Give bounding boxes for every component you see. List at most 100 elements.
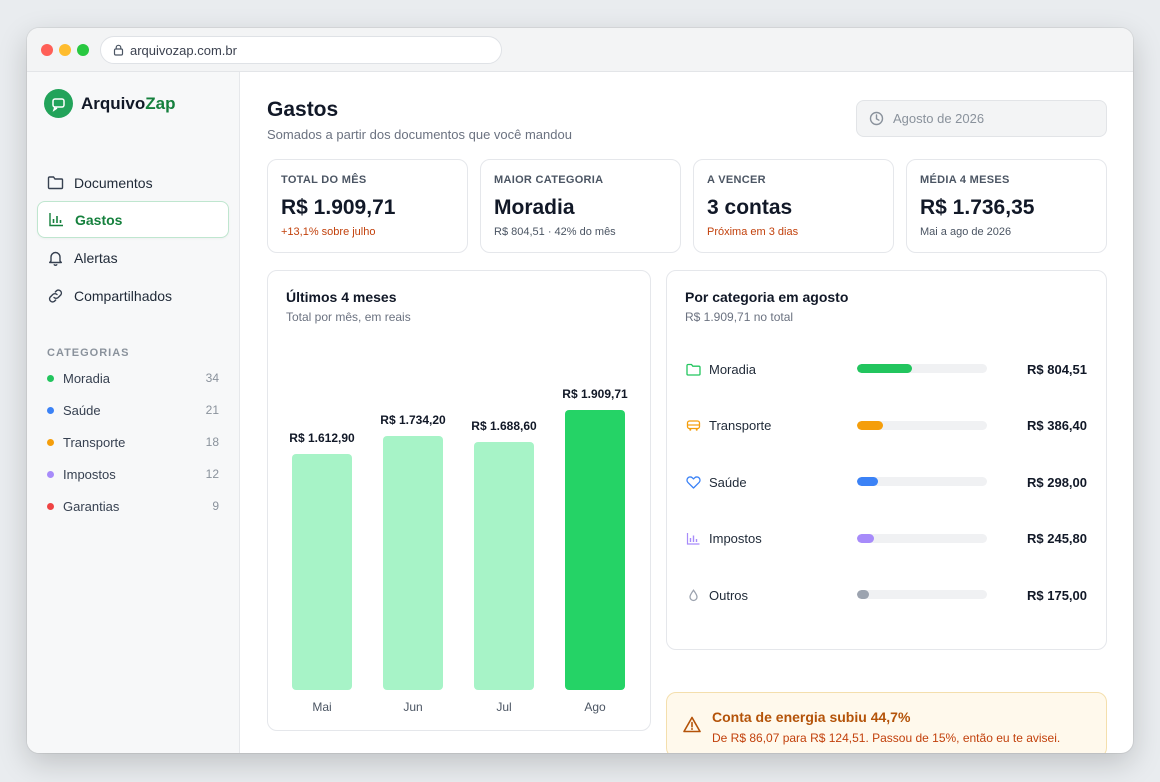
category-item-transporte[interactable]: Transporte 18 — [47, 432, 219, 452]
bell-icon — [49, 251, 62, 266]
kpi-top-category-card[interactable]: MAIOR CATEGORIA Moradia R$ 804,51 · 42% do… — [480, 159, 681, 253]
alert-title: Conta de energia subiu 44,7% — [712, 709, 911, 725]
warning-icon — [683, 716, 701, 733]
category-row-label: Outros — [709, 587, 749, 603]
kpi-avg-4-months-card[interactable]: MÉDIA 4 MESES R$ 1.736,35 Mai a ago de 202… — [906, 159, 1107, 253]
bar-jul[interactable] — [474, 442, 534, 690]
categories-heading: CATEGORIAS — [47, 347, 130, 359]
close-window-button[interactable] — [41, 44, 53, 56]
drop-icon — [685, 587, 701, 603]
nav-item-documentos[interactable]: Documentos — [37, 164, 229, 201]
category-label: Transporte — [63, 434, 126, 450]
category-item-moradia[interactable]: Moradia 34 — [47, 368, 219, 388]
category-row-moradia[interactable]: Moradia R$ 804,51 — [685, 359, 1087, 379]
category-row-label: Impostos — [709, 531, 762, 546]
kpi-total-month-card[interactable]: TOTAL DO MÊS R$ 1.909,71 +13,1% sobre julh… — [267, 159, 468, 253]
category-row-impostos[interactable]: Impostos R$ 245,80 — [685, 529, 1087, 549]
category-row-label: Saúde — [709, 474, 747, 490]
category-progress-track — [857, 590, 987, 599]
category-item-garantias[interactable]: Garantias 9 — [47, 496, 219, 516]
kpi-value: 3 contas — [707, 196, 793, 219]
category-row-amount: R$ 298,00 — [1027, 474, 1087, 490]
category-row-amount: R$ 804,51 — [1027, 361, 1087, 377]
nav-item-label: Gastos — [75, 211, 123, 228]
month-picker[interactable]: Agosto de 2026 — [856, 100, 1107, 137]
minimize-window-button[interactable] — [59, 44, 71, 56]
kpi-value: Moradia — [494, 196, 575, 219]
category-count: 34 — [205, 371, 219, 385]
x-axis-tick-label: Ago — [584, 700, 606, 714]
category-row-label: Transporte — [709, 418, 772, 433]
bar-value-label: R$ 1.909,71 — [562, 387, 628, 401]
kpi-due-bills-card[interactable]: A VENCER 3 contas Próxima em 3 dias — [693, 159, 894, 253]
brand[interactable]: ArquivoZap — [44, 89, 175, 118]
category-label: Garantias — [63, 498, 120, 514]
x-axis-tick-label: Jul — [496, 700, 512, 714]
nav-item-label: Documentos — [74, 174, 153, 191]
bar-value-label: R$ 1.734,20 — [380, 413, 446, 427]
category-count: 21 — [205, 403, 219, 417]
category-progress-track — [857, 364, 987, 373]
category-count: 12 — [205, 467, 219, 481]
category-progress-fill — [857, 533, 874, 543]
category-progress-fill — [857, 364, 912, 373]
category-row-label: Moradia — [709, 361, 756, 377]
category-progress-fill — [857, 477, 878, 486]
browser-window: arquivozap.com.br ArquivoZap Documentos … — [27, 28, 1133, 753]
category-progress-fill — [857, 590, 869, 599]
category-item-impostos[interactable]: Impostos 12 — [47, 464, 219, 484]
category-label: Moradia — [63, 370, 110, 386]
main-content: Gastos Somados a partir dos documentos q… — [241, 72, 1133, 753]
bar-chart-icon — [685, 531, 701, 547]
brand-name-main: Arquivo — [81, 93, 146, 113]
brand-name-accent: Zap — [145, 93, 176, 113]
category-row-amount: R$ 175,00 — [1027, 587, 1087, 603]
category-dot-icon — [47, 438, 54, 446]
bar-value-label: R$ 1.612,90 — [289, 431, 355, 445]
category-row-saude[interactable]: Saúde R$ 298,00 — [685, 472, 1087, 492]
category-dot-icon — [47, 470, 54, 478]
nav-item-alertas[interactable]: Alertas — [37, 239, 229, 276]
nav-item-label: Compartilhados — [74, 287, 173, 304]
nav-item-label: Alertas — [74, 249, 118, 266]
category-progress-track — [857, 477, 987, 486]
kpi-subtext: Próxima em 3 dias — [707, 226, 799, 238]
monthly-chart-title: Últimos 4 meses — [286, 289, 397, 305]
heart-icon — [685, 474, 701, 490]
brand-name: ArquivoZap — [81, 94, 175, 114]
chat-bubble-logo-icon — [44, 89, 73, 118]
nav-item-gastos[interactable]: Gastos — [37, 201, 229, 238]
category-progress-track — [857, 533, 987, 543]
monthly-chart-card: Últimos 4 meses Total por mês, em reais … — [267, 270, 651, 731]
link-icon — [48, 288, 63, 303]
kpi-value: R$ 1.909,71 — [281, 196, 396, 219]
bar-jun[interactable] — [383, 436, 443, 690]
category-row-transporte[interactable]: Transporte R$ 386,40 — [685, 416, 1087, 436]
lock-icon — [113, 44, 124, 56]
bar-mai[interactable] — [292, 454, 352, 690]
alert-text: De R$ 86,07 para R$ 124,51. Passou de 15… — [712, 731, 1061, 745]
bus-icon — [685, 418, 701, 434]
category-dot-icon — [47, 406, 54, 414]
clock-icon — [869, 111, 884, 126]
bar-ago[interactable] — [565, 410, 625, 690]
category-item-saude[interactable]: Saúde 21 — [47, 400, 219, 420]
kpi-label: TOTAL DO MÊS — [281, 174, 367, 186]
kpi-subtext: +13,1% sobre julho — [281, 226, 376, 238]
folder-icon — [47, 176, 64, 190]
category-row-amount: R$ 245,80 — [1027, 531, 1087, 546]
kpi-label: A VENCER — [707, 174, 766, 186]
category-breakdown-card: Por categoria em agosto R$ 1.909,71 no t… — [666, 270, 1107, 650]
category-count: 9 — [212, 499, 219, 513]
address-bar[interactable]: arquivozap.com.br — [100, 36, 502, 64]
kpi-label: MÉDIA 4 MESES — [920, 174, 1010, 186]
energy-bill-alert[interactable]: Conta de energia subiu 44,7% De R$ 86,07… — [666, 692, 1107, 753]
category-row-outros[interactable]: Outros R$ 175,00 — [685, 585, 1087, 605]
kpi-label: MAIOR CATEGORIA — [494, 174, 604, 186]
category-breakdown-subtitle: R$ 1.909,71 no total — [685, 310, 794, 324]
maximize-window-button[interactable] — [77, 44, 89, 56]
folder-icon — [685, 361, 701, 377]
nav-item-compartilhados[interactable]: Compartilhados — [37, 277, 229, 314]
category-dot-icon — [47, 502, 54, 510]
x-axis-tick-label: Jun — [403, 700, 423, 714]
